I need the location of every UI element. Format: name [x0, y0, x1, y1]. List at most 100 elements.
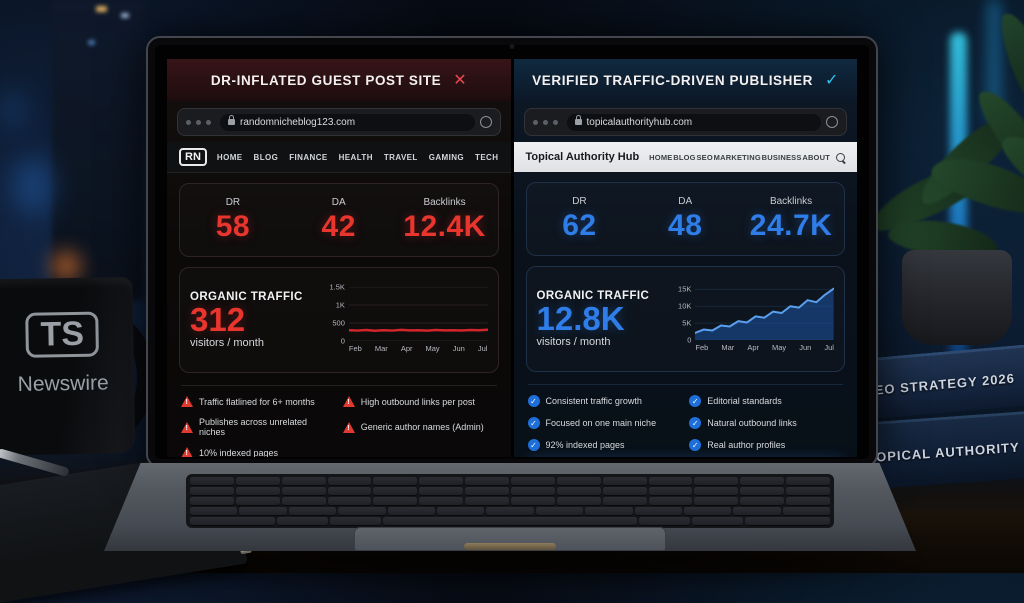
warning-triangle-icon: ! [342, 421, 355, 433]
warning-triangle-icon: ! [342, 396, 355, 407]
browser-menu-icon[interactable] [826, 116, 838, 128]
keyboard-key [387, 507, 435, 515]
metric-label: DR [572, 195, 587, 207]
finding-item: ! Publishes across unrelated niches [181, 417, 335, 437]
nav-item-finance[interactable]: FINANCE [289, 152, 328, 162]
keyboard-key [740, 497, 785, 505]
lock-icon [574, 115, 582, 125]
window-control-dot[interactable] [542, 119, 548, 125]
nav-item-marketing[interactable]: MARKETING [713, 152, 761, 162]
x-tick-label: Mar [374, 344, 388, 353]
nav-item-blog[interactable]: BLOG [673, 152, 696, 162]
metric-label: DA [331, 196, 346, 208]
finding-text: High outbound links per post [360, 396, 475, 407]
plant-pot [902, 250, 1012, 345]
site-brand[interactable]: Topical Authority Hub [525, 151, 640, 163]
laptop-lip-notch [464, 543, 556, 550]
nav-item-home[interactable]: HOME [649, 152, 673, 162]
metric-label: DA [678, 195, 693, 207]
left-traffic-chart: 1.5K 1K 500 0 Feb Mar Apr May Jun Jul [327, 276, 488, 364]
finding-item: ✓ Natural outbound links [689, 417, 843, 429]
keyboard-key [782, 507, 831, 515]
check-circle-icon: ✓ [527, 417, 540, 429]
keyboard-key [556, 487, 601, 495]
finding-text: 10% indexed pages [199, 447, 279, 458]
site-logo[interactable]: RN [179, 148, 207, 166]
window-control-dot[interactable] [196, 119, 201, 125]
nav-item-about[interactable]: ABOUT [802, 152, 830, 162]
metric-label: Backlinks [423, 196, 466, 208]
window-control-dot[interactable] [186, 119, 191, 125]
keyboard-key [556, 497, 601, 505]
mug-logo: TS [25, 311, 100, 358]
finding-text: Editorial standards [707, 396, 782, 406]
keyboard-key [288, 507, 337, 515]
y-tick-label: 0 [340, 336, 345, 346]
metric-label: DR [225, 196, 241, 208]
keyboard-key [602, 477, 647, 485]
keyboard-key [486, 507, 534, 515]
right-nav-items: HOME BLOG SEO MARKETING BUSINESS ABOUT [649, 153, 830, 162]
traffic-line-plot [349, 287, 488, 341]
check-circle-icon: ✓ [527, 439, 540, 451]
left-url-text[interactable]: randomnicheblog123.com [240, 116, 356, 128]
keyboard-key [694, 477, 739, 485]
keyboard-key [190, 487, 234, 495]
keyboard-key [327, 477, 372, 485]
nav-item-blog[interactable]: BLOG [253, 152, 279, 162]
finding-item: ✓ Focused on one main niche [527, 417, 682, 429]
keyboard-key [683, 507, 732, 515]
keyboard-key [692, 517, 744, 525]
book-title: SEO STRATEGY 2026 [864, 370, 1016, 399]
keyboard-key [786, 487, 831, 495]
keyboard-key [511, 497, 555, 505]
left-traffic-value: 312 [190, 300, 246, 338]
x-tick-label: May [772, 343, 787, 352]
right-traffic-label: ORGANIC TRAFFIC [536, 289, 650, 302]
metric-da: DA 48 [632, 196, 738, 243]
right-url-bar[interactable]: topicalauthorityhub.com [566, 113, 821, 131]
check-circle-icon: ✓ [689, 439, 702, 451]
right-verdict-title: VERIFIED TRAFFIC-DRIVEN PUBLISHER [532, 72, 813, 88]
keyboard-key [465, 487, 510, 495]
right-url-text[interactable]: topicalauthorityhub.com [586, 116, 693, 128]
neon-light-strip [988, 0, 1000, 120]
left-url-bar[interactable]: randomnicheblog123.com [220, 113, 475, 131]
window-control-dot[interactable] [552, 119, 558, 125]
left-verdict-header: DR-INFLATED GUEST POST SITE ✕ [167, 59, 511, 101]
browser-menu-icon[interactable] [479, 116, 492, 128]
right-panel-verified-publisher: VERIFIED TRAFFIC-DRIVEN PUBLISHER ✓ topi… [510, 59, 857, 457]
laptop-screen: DR-INFLATED GUEST POST SITE ✕ randomnich… [146, 36, 878, 468]
nav-item-business[interactable]: BUSINESS [761, 152, 802, 162]
keyboard-key [281, 477, 326, 485]
finding-text: Publishes across unrelated niches [199, 417, 308, 437]
search-icon[interactable] [836, 152, 845, 162]
nav-item-gaming[interactable]: GAMING [428, 152, 465, 162]
webcam-dot [509, 44, 515, 49]
left-traffic-label: ORGANIC TRAFFIC [190, 290, 303, 303]
left-panel-guest-post-site: DR-INFLATED GUEST POST SITE ✕ randomnich… [167, 59, 511, 457]
right-verdict-header: VERIFIED TRAFFIC-DRIVEN PUBLISHER ✓ [513, 59, 857, 101]
window-control-dot[interactable] [206, 119, 211, 125]
keyboard-key [382, 517, 638, 525]
metric-value: 42 [321, 209, 356, 243]
right-traffic-unit: visitors / month [536, 336, 611, 349]
nav-item-health[interactable]: HEALTH [338, 152, 373, 162]
right-traffic-value: 12.8K [536, 299, 625, 337]
metric-value: 58 [215, 209, 251, 243]
nav-item-travel[interactable]: TRAVEL [383, 152, 418, 162]
nav-item-tech[interactable]: TECH [475, 152, 499, 162]
left-traffic-section: ORGANIC TRAFFIC 312 visitors / month 1.5… [179, 267, 499, 373]
laptop-base [104, 463, 916, 551]
keyboard-key [602, 497, 647, 505]
y-tick-label: 1K [335, 300, 345, 310]
nav-item-home[interactable]: HOME [216, 152, 243, 162]
finding-item: ✓ Real author profiles [689, 439, 843, 451]
nav-item-seo[interactable]: SEO [696, 152, 713, 162]
keyboard-key [694, 497, 739, 505]
metric-value: 48 [668, 208, 703, 242]
keyboard-key [740, 477, 785, 485]
window-control-dot[interactable] [532, 119, 538, 125]
x-tick-label: Apr [400, 344, 413, 353]
keyboard-key [740, 487, 785, 495]
